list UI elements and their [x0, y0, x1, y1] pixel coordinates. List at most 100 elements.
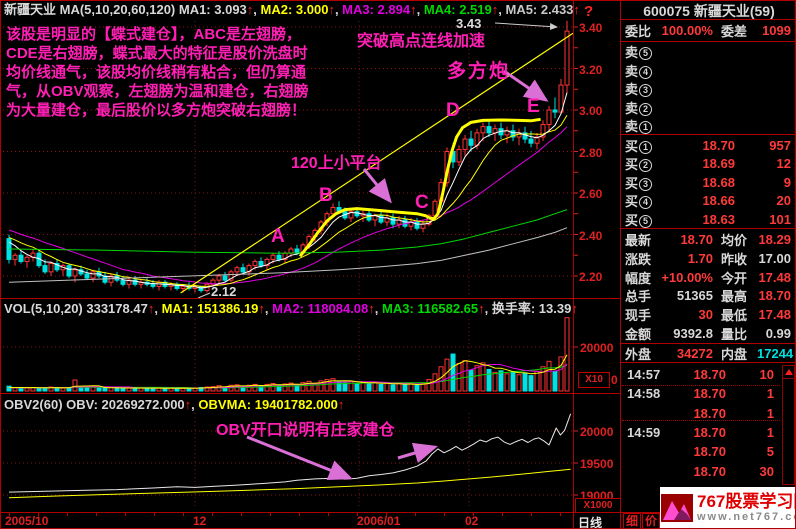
wing-arcs: [298, 117, 541, 258]
rp-line5: [621, 343, 795, 344]
stat-value: 17.48: [758, 307, 791, 323]
help-icon[interactable]: ?: [584, 3, 594, 20]
stat-row: 幅度 +10.00% 今开 17.48: [621, 268, 795, 287]
ma-value: MA4: 2.519: [423, 2, 492, 17]
tick-price: 18.70: [693, 444, 726, 460]
buy-row: 买 2 18.69 12: [621, 154, 795, 173]
tab-price[interactable]: 价: [642, 513, 660, 528]
tick-row: 14:57 18.70 10: [621, 365, 795, 384]
stat-label: 总手: [625, 289, 652, 305]
buy-row: 买 1 18.70 957: [621, 136, 795, 155]
tick-price: 18.70: [693, 405, 726, 421]
stat-label: 最新: [625, 233, 652, 248]
volume-indicator-bar: VOL(5,10,20) 333178.47↑, MA1: 151386.19↑…: [4, 302, 578, 315]
period-selector[interactable]: 日线: [578, 516, 603, 529]
stat-row: 涨跌 1.70 昨收 17.00: [621, 249, 795, 268]
stat-label: 最低: [721, 308, 748, 324]
annotation-arrows: [197, 22, 558, 480]
weibi-label: 委比: [625, 24, 652, 39]
tick-volume: 10: [759, 367, 774, 382]
stat-row: 金额 9392.8 量比 0.99: [621, 324, 795, 343]
ma-value: MA1: 3.093: [178, 2, 247, 17]
ticks-separator-2: [622, 420, 780, 421]
ticks-separator-1: [622, 385, 780, 386]
up-arrow-icon: ↑: [328, 2, 335, 17]
date-axis-label: 12: [193, 514, 207, 528]
stat-label: 昨收: [721, 251, 748, 267]
up-arrow-icon: ↑: [491, 2, 499, 17]
price-axis-label: 2.20: [579, 270, 603, 284]
watermark-url: www.net767.com: [697, 511, 795, 523]
divider-price-volume: [1, 298, 621, 299]
level-volume: 9: [783, 174, 791, 190]
annotation-letter-c: C: [415, 192, 429, 213]
price-ma-lines: [8, 92, 568, 289]
volume-zero-label: 0: [611, 373, 618, 387]
tab-detail[interactable]: 细: [623, 513, 641, 528]
stat-value: 9392.8: [673, 326, 713, 341]
indicator-text: ,: [264, 301, 273, 316]
divider-date-axis: [1, 512, 795, 513]
level-price: 18.70: [702, 137, 735, 153]
vol-ma-value: MA1: 151386.19: [161, 301, 259, 316]
buy-row: 买 3 18.68 9: [621, 173, 795, 192]
tick-row: 14:58 18.70 1: [621, 384, 795, 403]
gridlines: [3, 21, 572, 509]
stat-label: 均价: [721, 233, 748, 248]
indicator-text: ,: [253, 2, 261, 17]
annotation-letter-e: E: [527, 96, 540, 117]
date-axis-label: 2005/10: [5, 514, 49, 528]
scroll-up-icon[interactable]: [783, 366, 794, 379]
stat-value: 18.29: [758, 232, 791, 247]
tick-time: 14:58: [627, 386, 661, 402]
level-price: 18.68: [702, 174, 735, 190]
annotation-breakout: 突破高点连线加速: [357, 33, 486, 50]
up-arrow-icon: ↑: [478, 301, 485, 316]
weicha-label: 委差: [721, 24, 748, 39]
stat-label: 金额: [625, 327, 652, 342]
date-axis-tickstrip: [9, 512, 573, 516]
ma-value: MA2: 3.000: [260, 2, 329, 17]
quote-header: 600075 新疆天业(59): [643, 3, 775, 19]
ma-value: MA3: 2.894: [342, 2, 411, 17]
stat-label: 涨跌: [625, 251, 652, 267]
tick-volume: 1: [766, 405, 774, 421]
high-point-trendline: [180, 32, 574, 294]
level-volume: 957: [769, 137, 791, 153]
tick-price: 18.70: [693, 424, 726, 440]
up-arrow-icon: ↑: [184, 397, 192, 412]
ticks-scrollbar[interactable]: [782, 365, 795, 485]
volume-axis-label: 20000: [580, 341, 614, 355]
up-arrow-icon: ↑: [571, 301, 578, 316]
up-arrow-icon: ↑: [368, 301, 375, 316]
stat-value: 30: [698, 307, 713, 323]
stat-value: +10.00%: [661, 269, 713, 285]
volume-bars: [6, 317, 570, 392]
level-volume: 12: [776, 156, 791, 172]
tick-row: 18.70 30: [621, 462, 795, 481]
watermark-site-name: 767股票学习网: [697, 492, 795, 511]
annotation-obv-note: OBV开口说明有庄家建仓: [216, 422, 395, 439]
weicha-value: 1099: [762, 23, 791, 38]
level-volume: 101: [769, 211, 791, 227]
annotation-paragraph: 该股是明显的【蝶式建仓】，ABC是左翅膀，CDE是右翅膀，蝶式最大的特征是股价洗…: [6, 26, 309, 119]
indicator-text: ,: [191, 397, 199, 412]
main-ma-indicator-bar: 新疆天业 MA(5,10,20,60,120) MA1: 3.093↑, MA2…: [4, 3, 580, 16]
stat-value: 17.48: [758, 269, 791, 285]
waipan-row: 外盘 34272 内盘 17244: [621, 345, 795, 362]
price-axis-label: 2.80: [579, 145, 603, 160]
stat-value: 1.70: [687, 250, 713, 266]
stat-value: 18.70: [680, 232, 713, 247]
stat-value: 18.70: [758, 288, 791, 304]
ma-value: MA5: 2.433: [505, 2, 574, 17]
stat-value: 0.99: [765, 326, 791, 341]
price-axis-label: 3.00: [579, 104, 603, 118]
low-price-label: 2.12: [211, 284, 237, 299]
